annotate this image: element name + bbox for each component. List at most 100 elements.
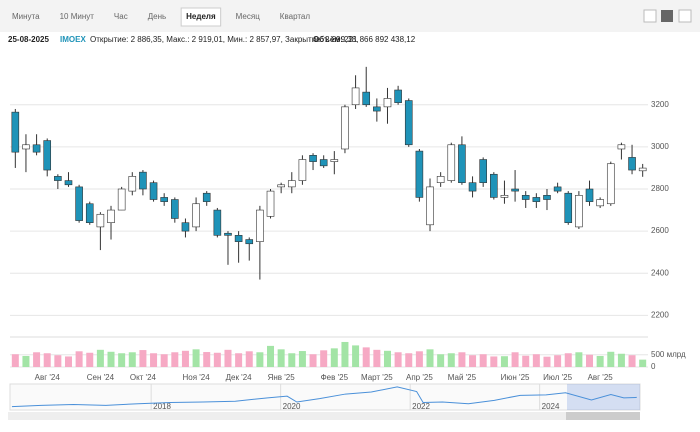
candle-body — [22, 144, 30, 150]
volume-bar — [479, 354, 487, 367]
x-tick-label: Янв '25 — [268, 373, 296, 382]
x-tick-label: Дек '24 — [226, 373, 253, 382]
volume-bar — [405, 353, 413, 367]
candle-body — [330, 159, 339, 162]
x-tick-label: Авг '25 — [588, 373, 614, 382]
candle-body — [54, 176, 62, 181]
volume-bar — [75, 351, 83, 367]
volume-bar — [118, 353, 126, 367]
candle-body — [75, 186, 83, 221]
candle-body — [181, 222, 190, 232]
volume-bar — [86, 352, 94, 367]
y-tick-label: 2200 — [651, 310, 669, 319]
volume-bar — [511, 352, 519, 367]
candle-body — [638, 167, 647, 172]
navigator-tick-label: 2018 — [153, 402, 171, 411]
tab[interactable]: Квартал — [280, 12, 311, 21]
volume-bar — [447, 353, 455, 367]
volume-bar — [128, 352, 136, 367]
candle-body — [500, 195, 509, 198]
volume-bar — [309, 354, 317, 367]
candle-body — [96, 213, 105, 228]
y-tick-label: 3000 — [651, 142, 669, 151]
volume-bar — [639, 359, 647, 367]
volume-bar — [469, 355, 477, 367]
volume-bar — [160, 354, 168, 367]
volume-bar — [330, 348, 338, 367]
tab[interactable]: 10 Минут — [60, 12, 95, 21]
candle-body — [436, 176, 445, 183]
candle-body — [373, 106, 381, 112]
tab[interactable]: Неделя — [186, 12, 216, 21]
volume-bar — [373, 349, 381, 367]
volume-tick-label: 0 — [651, 362, 656, 371]
volume-bar — [22, 355, 30, 367]
scrollbar[interactable] — [8, 412, 640, 420]
candle-body — [117, 188, 126, 211]
candle-body — [479, 159, 487, 183]
volume-bar — [288, 353, 296, 367]
toolbar — [0, 0, 700, 32]
candle-body — [319, 159, 328, 167]
icon-candle[interactable] — [661, 10, 673, 22]
candle-body — [266, 190, 275, 217]
volume-bar — [43, 353, 51, 367]
info-volume-value: 221 866 892 438,12 — [344, 35, 416, 44]
candle-body — [394, 89, 402, 103]
y-tick-label: 3200 — [651, 100, 669, 109]
volume-bar — [394, 352, 402, 367]
candle-body — [298, 159, 307, 181]
candle-body — [256, 209, 264, 242]
candle-body — [532, 197, 541, 202]
x-tick-label: Авг '24 — [35, 373, 61, 382]
tab[interactable]: Час — [114, 12, 128, 21]
candle-body — [404, 100, 413, 146]
tab[interactable]: Месяц — [236, 12, 261, 21]
info-date: 25-08-2025 — [8, 35, 49, 44]
candle-body — [287, 180, 296, 188]
navigator-tick-label: 2020 — [283, 402, 301, 411]
scroll-thumb[interactable] — [566, 412, 640, 420]
tab[interactable]: Минута — [12, 12, 40, 21]
x-tick-label: Апр '25 — [406, 373, 433, 382]
candle-body — [617, 144, 626, 150]
icon-bar[interactable] — [678, 9, 692, 23]
candle-body — [192, 203, 200, 228]
volume-bar — [437, 354, 445, 367]
volume-bar — [362, 347, 370, 367]
volume-bar — [107, 351, 115, 367]
candle-body — [415, 150, 424, 198]
candle-body — [447, 144, 456, 181]
volume-bar — [586, 354, 594, 367]
volume-bar — [54, 355, 62, 367]
candle-body — [277, 184, 285, 188]
candle-body — [234, 235, 243, 242]
volume-bar — [267, 345, 275, 367]
info-ticker: IMOEX — [60, 35, 86, 44]
tab-active[interactable] — [180, 7, 222, 27]
candle-body — [160, 197, 168, 202]
volume-bar — [490, 356, 498, 367]
volume-bar — [341, 341, 349, 367]
volume-bar — [500, 356, 508, 367]
info-fields: Открытие: 2 886,35, Макс.: 2 919,01, Мин… — [90, 35, 358, 44]
candle-body — [553, 186, 562, 192]
info-volume-label: Объём: — [313, 35, 343, 44]
y-tick-label: 2600 — [651, 226, 669, 235]
candle-body — [11, 111, 20, 153]
volume-bar — [235, 353, 243, 367]
volume-bar — [617, 353, 625, 367]
volume-bar — [564, 353, 572, 367]
candle-body — [362, 91, 371, 106]
x-tick-label: Фев '25 — [321, 373, 349, 382]
volume-bar — [596, 355, 604, 367]
volume-bar — [575, 352, 583, 367]
volume-bar — [554, 355, 562, 367]
candle-body — [224, 232, 232, 236]
volume-bar — [277, 349, 285, 367]
tab[interactable]: День — [148, 12, 166, 21]
icon-line[interactable] — [643, 9, 657, 23]
x-tick-label: Окт '24 — [130, 373, 157, 382]
candle-body — [426, 186, 434, 226]
